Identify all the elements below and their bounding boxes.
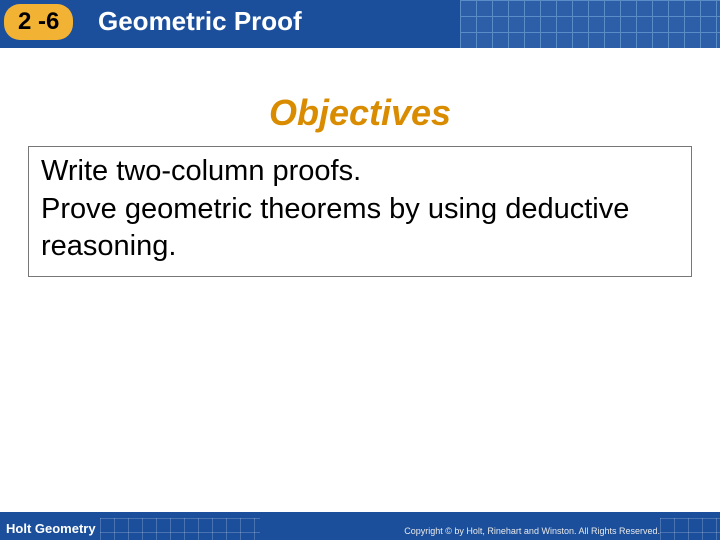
footer-brand-label: Holt Geometry bbox=[6, 521, 96, 536]
footer-grid-decoration-right bbox=[660, 518, 720, 540]
section-number-badge: 2 -6 bbox=[4, 4, 73, 40]
copyright-text: Copyright © by Holt, Rinehart and Winsto… bbox=[404, 526, 660, 536]
objective-line-1: Write two-column proofs. bbox=[41, 153, 679, 191]
objective-line-2: Prove geometric theorems by using deduct… bbox=[41, 191, 679, 266]
header-grid-decoration bbox=[460, 0, 720, 48]
section-title: Geometric Proof bbox=[98, 6, 302, 37]
objectives-box: Write two-column proofs. Prove geometric… bbox=[28, 146, 692, 277]
section-number-text: 2 -6 bbox=[18, 8, 59, 35]
footer-grid-decoration-left bbox=[100, 518, 260, 540]
objectives-heading: Objectives bbox=[0, 92, 720, 134]
